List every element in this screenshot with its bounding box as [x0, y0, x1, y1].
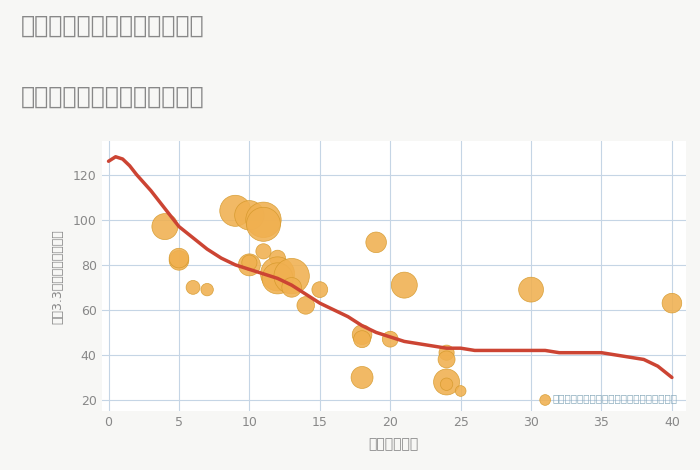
Point: [526, 286, 537, 293]
Point: [399, 282, 410, 289]
Point: [258, 220, 269, 228]
Point: [174, 257, 185, 264]
Point: [356, 331, 368, 338]
Point: [384, 336, 395, 343]
Point: [202, 286, 213, 293]
Point: [441, 356, 452, 363]
Text: 築年数別中古マンション価格: 築年数別中古マンション価格: [21, 85, 204, 109]
Y-axis label: 坪（3.3㎡）単価（万円）: 坪（3.3㎡）単価（万円）: [51, 229, 64, 323]
Point: [244, 212, 255, 219]
Point: [314, 286, 326, 293]
Point: [300, 302, 312, 309]
Point: [441, 378, 452, 386]
Point: [370, 239, 382, 246]
Point: [272, 274, 284, 282]
Point: [258, 216, 269, 224]
Point: [540, 396, 551, 404]
Point: [244, 261, 255, 269]
Point: [455, 387, 466, 395]
Point: [356, 336, 368, 343]
Point: [188, 283, 199, 291]
Point: [441, 349, 452, 356]
Point: [666, 299, 678, 307]
Text: 円の大きさは、取引のあった物件面積を示す: 円の大きさは、取引のあった物件面積を示す: [552, 393, 677, 403]
X-axis label: 築年数（年）: 築年数（年）: [369, 438, 419, 452]
Point: [286, 283, 297, 291]
Point: [258, 248, 269, 255]
Point: [244, 259, 255, 266]
Point: [230, 207, 241, 215]
Point: [356, 374, 368, 381]
Point: [441, 381, 452, 388]
Point: [272, 254, 284, 262]
Point: [174, 254, 185, 262]
Point: [286, 272, 297, 280]
Text: 奈良県生駒郡斑鳩町稲葉西の: 奈良県生駒郡斑鳩町稲葉西の: [21, 14, 204, 38]
Point: [272, 270, 284, 278]
Point: [160, 223, 171, 230]
